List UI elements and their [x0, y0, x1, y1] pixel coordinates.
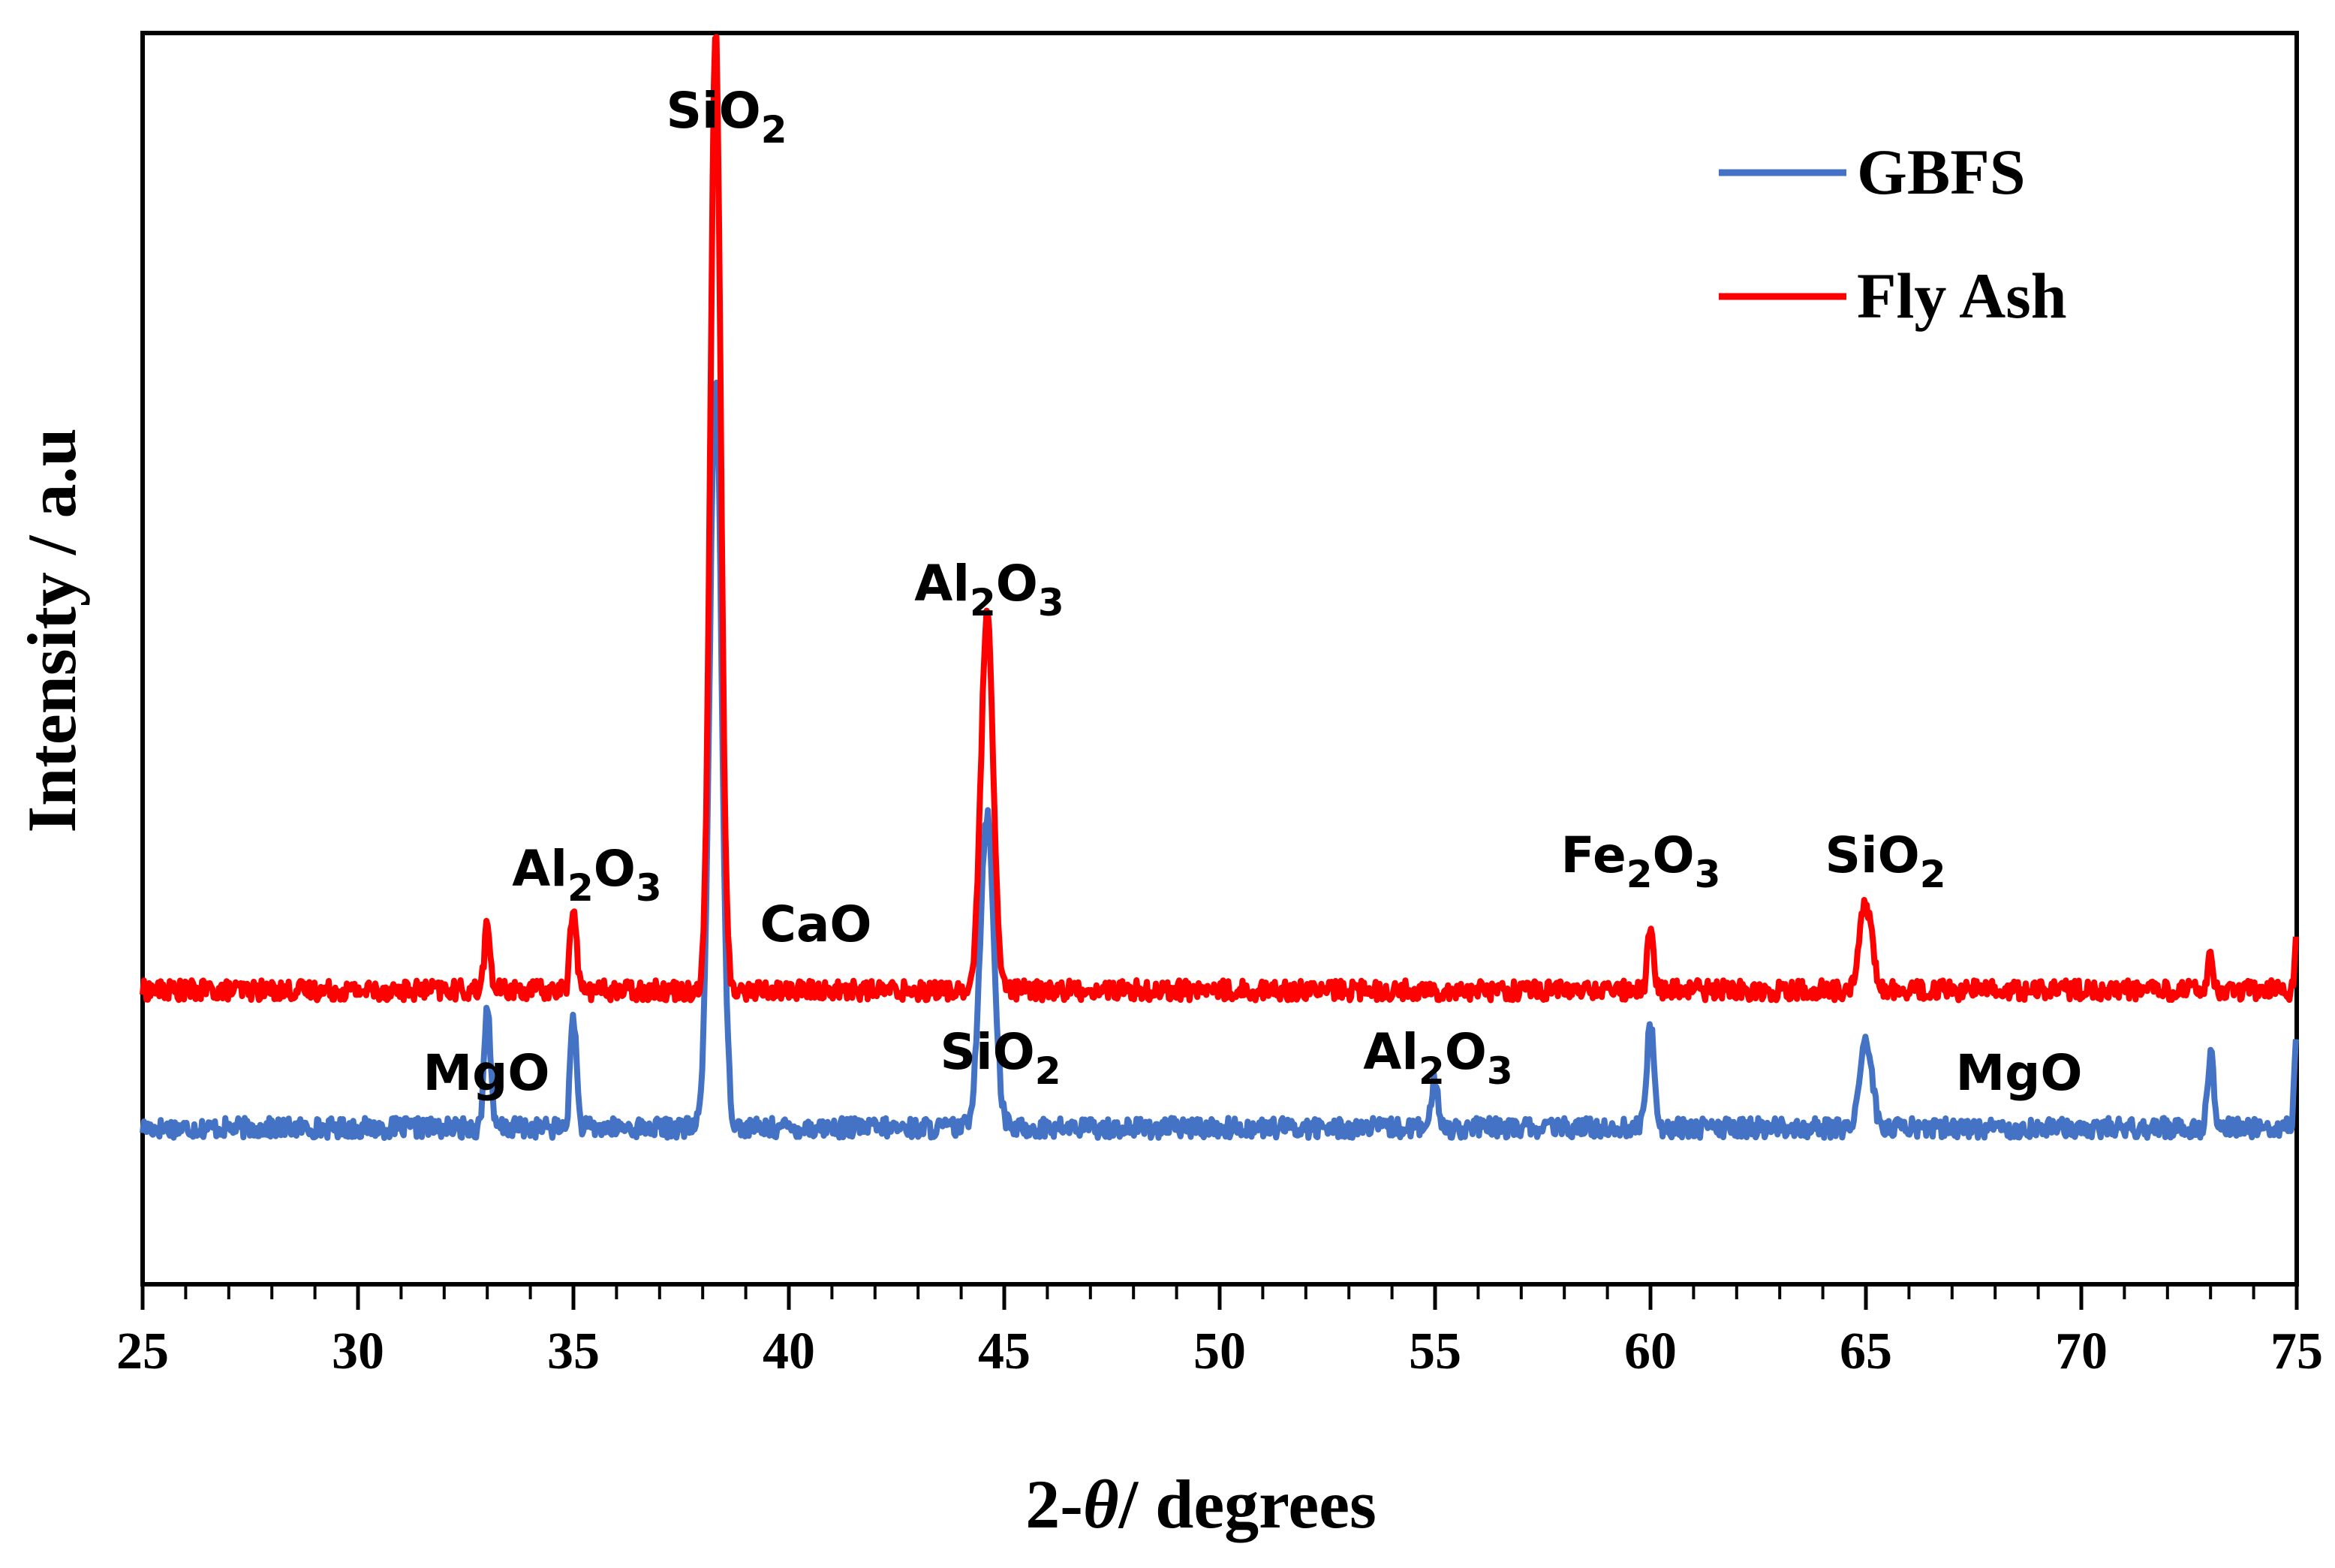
x-tick-label: 75 — [2270, 1323, 2323, 1380]
x-axis-title: 2-θ/ degrees — [1025, 1466, 1377, 1542]
series-line-gbfs — [140, 379, 2299, 1141]
annotation-sio2-main: SiO2 — [666, 82, 787, 152]
x-tick-label: 25 — [116, 1323, 169, 1380]
x-tick-label: 40 — [763, 1323, 815, 1380]
annotation-mgo-33: MgO — [423, 1044, 549, 1102]
legend-label-fly-ash: Fly Ash — [1857, 260, 2067, 332]
annotation-fe2o3: Fe2O3 — [1561, 826, 1721, 896]
legend-label-gbfs: GBFS — [1857, 136, 2026, 208]
x-axis-ticks: 25 30 35 40 45 50 55 60 65 70 75 — [116, 1284, 2323, 1380]
series-line-fly-ash — [140, 34, 2299, 1004]
annotation-sio2-65: SiO2 — [1825, 826, 1945, 896]
annotation-al2o3-45: Al2O3 — [914, 555, 1064, 624]
annotation-al2o3-35: Al2O3 — [512, 840, 661, 910]
annotation-cao: CaO — [760, 895, 871, 953]
x-tick-label: 50 — [1193, 1323, 1246, 1380]
annotation-al2o3-55: Al2O3 — [1363, 1023, 1512, 1093]
annotation-sio2-45: SiO2 — [940, 1023, 1061, 1093]
x-tick-label: 65 — [1840, 1323, 1892, 1380]
x-tick-label: 55 — [1409, 1323, 1461, 1380]
x-tick-label: 30 — [332, 1323, 384, 1380]
x-tick-label: 60 — [1624, 1323, 1677, 1380]
x-tick-label: 45 — [978, 1323, 1031, 1380]
legend: GBFS Fly Ash — [1719, 136, 2067, 332]
series-layer — [140, 34, 2299, 1141]
x-tick-label: 35 — [547, 1323, 600, 1380]
x-tick-label: 70 — [2055, 1323, 2108, 1380]
y-axis-title: Intensity / a.u — [14, 428, 90, 832]
annotation-mgo-68: MgO — [1955, 1044, 2082, 1102]
